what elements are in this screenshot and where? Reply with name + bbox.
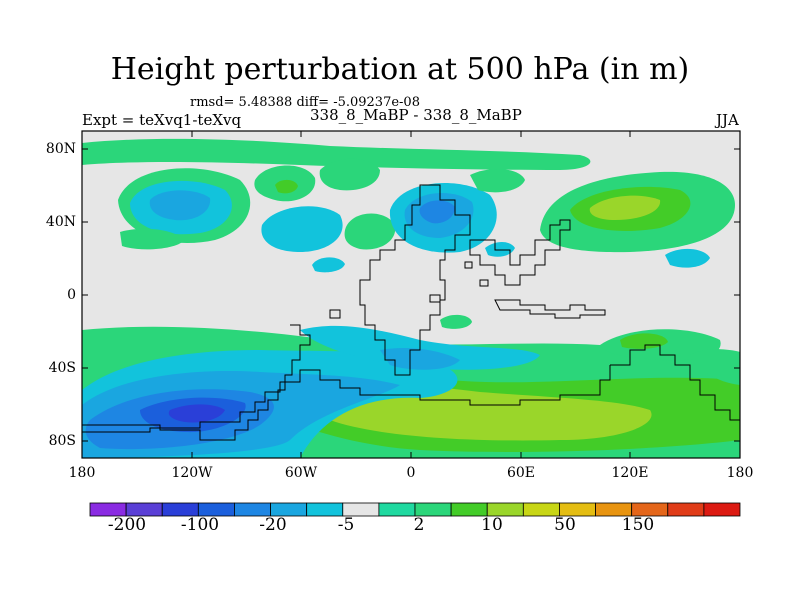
colorbar-label: -20	[259, 515, 287, 535]
lon-label-120e: 120E	[611, 465, 649, 481]
lat-label-40s: 40S	[48, 360, 76, 376]
colorbar-swatch	[703, 502, 741, 517]
lon-label-120w: 120W	[171, 465, 213, 481]
lat-label-80n: 80N	[45, 141, 76, 157]
contour-blue-nw	[149, 190, 211, 221]
lon-label-180w: 180	[68, 465, 96, 481]
page-title: Height perturbation at 500 hPa (in m)	[110, 52, 690, 87]
lat-label-80s: 80S	[48, 433, 76, 449]
coastlines	[82, 184, 740, 441]
coastline-south-sea	[390, 365, 611, 406]
contour-green-n1	[82, 138, 591, 170]
contour-deepblue-south	[168, 404, 225, 423]
lon-label-180e: 180	[726, 465, 754, 481]
coastline-africa-europe	[359, 184, 471, 376]
contour-green-se2	[690, 349, 740, 385]
colorbar-label: -5	[337, 515, 355, 535]
colorbar-label: 10	[481, 515, 503, 535]
contour-blue-south2	[380, 348, 460, 370]
colorbar-label: 2	[413, 515, 425, 535]
lat-label-40n: 40N	[45, 214, 76, 230]
lon-label-0: 0	[406, 465, 416, 481]
colorbar-swatch	[667, 502, 705, 517]
experiment-label: Expt = teXvq1-teXvq	[82, 111, 242, 129]
colorbar-label: -200	[107, 515, 147, 535]
contour-green-n3	[319, 158, 380, 191]
coastline-americas	[82, 324, 311, 441]
colorbar	[89, 502, 741, 517]
contour-green-nw2	[120, 228, 185, 250]
coastline-antarctica	[82, 369, 390, 433]
coastline-australia	[610, 344, 740, 421]
contour-cyan-n8	[485, 242, 515, 257]
colorbar-label: 50	[554, 515, 576, 535]
case-label: 338_8_MaBP - 338_8_MaBP	[310, 106, 522, 124]
lon-label-60w: 60W	[284, 465, 318, 481]
coastline-southeast-asia	[494, 299, 606, 319]
tick-marks	[82, 131, 740, 458]
contour-cyan-n3	[261, 206, 343, 252]
colorbar-label: -100	[180, 515, 220, 535]
colorbar-label: 150	[621, 515, 655, 535]
contour-green-n4	[344, 213, 396, 250]
contour-lightgreen-n2	[275, 179, 298, 194]
contour-cyan-ne	[665, 248, 710, 268]
season-label: JJA	[716, 111, 739, 129]
lat-label-0: 0	[67, 287, 76, 303]
contour-yellow-ne	[589, 195, 661, 220]
contour-green-eq	[440, 314, 472, 329]
lon-label-60e: 60E	[506, 465, 536, 481]
coastline-islands	[329, 261, 489, 319]
contour-green-n7	[470, 168, 525, 193]
coastline-asia	[469, 219, 571, 286]
contour-fills	[82, 138, 740, 458]
stats-text: rmsd= 5.48388 diff= -5.09237e-08	[190, 95, 420, 110]
contour-cyan-n5	[312, 257, 345, 273]
contour-darkblue-n6	[419, 200, 455, 224]
